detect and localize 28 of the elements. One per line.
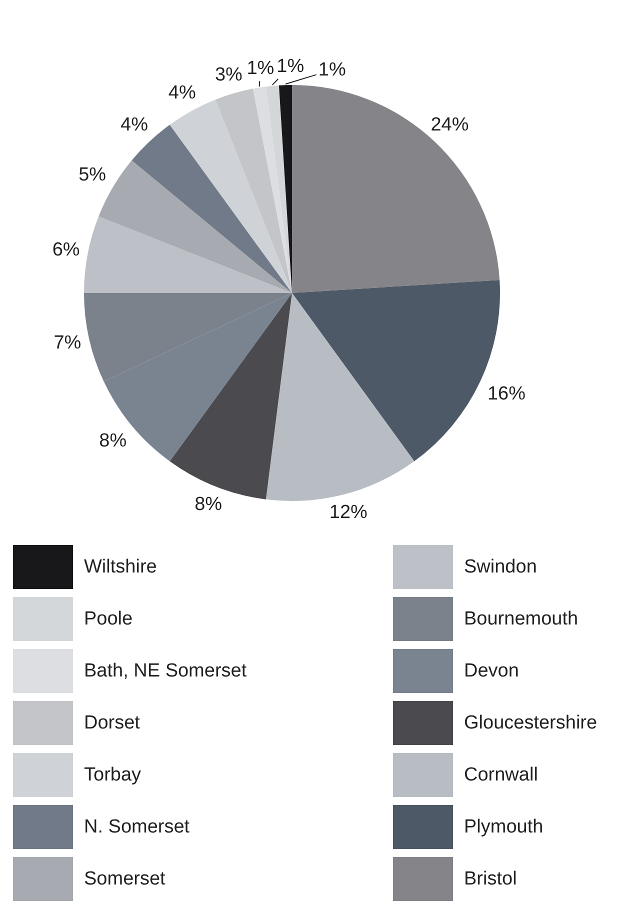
legend-label: Torbay (84, 764, 142, 786)
legend-label: Dorset (84, 712, 141, 734)
data-label: 1% (276, 56, 304, 78)
legend-label: Plymouth (464, 816, 544, 838)
data-label: 3% (214, 64, 243, 86)
data-label: 8% (99, 430, 127, 452)
data-label: 1% (318, 59, 346, 80)
data-label: 7% (54, 332, 82, 354)
legend-label: N. Somerset (84, 816, 190, 838)
data-label: 16% (487, 383, 526, 404)
data-label: 1% (246, 58, 274, 80)
data-label: 8% (194, 494, 222, 515)
legend-label: Cornwall (464, 764, 538, 786)
legend-label: Swindon (464, 556, 537, 578)
data-label: 4% (120, 114, 148, 136)
legend-label: Wiltshire (84, 556, 157, 578)
data-label: 6% (52, 239, 80, 260)
legend-label: Somerset (84, 868, 166, 890)
data-label: 5% (78, 164, 106, 186)
legend-label: Bath, NE Somerset (84, 660, 248, 682)
legend-label: Poole (84, 608, 133, 630)
legend-label: Bristol (464, 868, 517, 890)
data-label: 4% (168, 82, 196, 104)
legend-label: Devon (464, 660, 519, 682)
legend-label: Gloucestershire (464, 712, 598, 734)
data-label: 12% (329, 502, 368, 524)
legend-label: Bournemouth (464, 608, 578, 630)
data-label: 24% (430, 114, 469, 136)
